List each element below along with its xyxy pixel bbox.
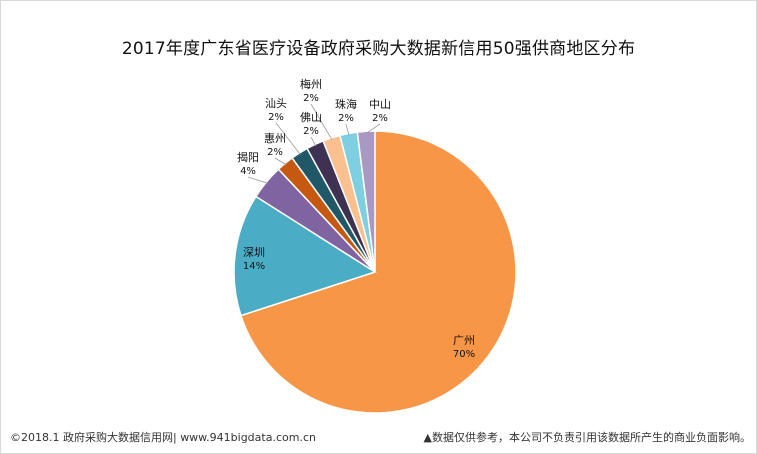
slice-value-8: 2% xyxy=(372,113,388,124)
slice-value-6: 2% xyxy=(303,93,319,104)
slice-value-4: 2% xyxy=(268,112,284,123)
slice-label-2: 揭阳 xyxy=(237,150,259,164)
slice-value-5: 2% xyxy=(303,126,319,137)
slice-label-7: 珠海 xyxy=(335,97,357,111)
slice-label-6: 梅州 xyxy=(300,77,322,91)
slice-label-5: 佛山 xyxy=(300,111,322,124)
leader-line-5 xyxy=(310,136,317,147)
pie-slice-0 xyxy=(239,130,517,414)
slice-value-1: 14% xyxy=(243,261,265,272)
slice-value-2: 4% xyxy=(240,166,256,177)
slice-label-3: 惠州 xyxy=(264,131,286,145)
leader-line-8 xyxy=(366,123,381,134)
slice-label-8: 中山 xyxy=(369,98,391,111)
footer-disclaimer: ▲数据仅供参考，本公司不负责引用该数据所产生的商业负面影响。 xyxy=(423,431,751,444)
slice-value-3: 2% xyxy=(267,147,283,158)
slice-value-7: 2% xyxy=(338,113,354,124)
slice-label-4: 汕头 xyxy=(265,97,287,110)
slice-value-0: 70% xyxy=(453,349,475,360)
leader-line-7 xyxy=(345,123,350,136)
slice-label-0: 广州 xyxy=(453,334,475,347)
leader-line-6 xyxy=(310,103,333,141)
footer-copyright: ©2018.1 政府采购大数据信用网| www.941bigdata.com.c… xyxy=(10,431,316,444)
pie-slice-1 xyxy=(233,195,377,317)
pie-slice-8 xyxy=(356,130,376,273)
slice-label-1: 深圳 xyxy=(243,246,265,259)
leader-line-4 xyxy=(275,122,301,155)
leader-line-2 xyxy=(247,176,269,184)
chart-title: 2017年度广东省医疗设备政府采购大数据新信用50强供商地区分布 xyxy=(121,39,636,59)
leader-line-3 xyxy=(274,157,287,166)
